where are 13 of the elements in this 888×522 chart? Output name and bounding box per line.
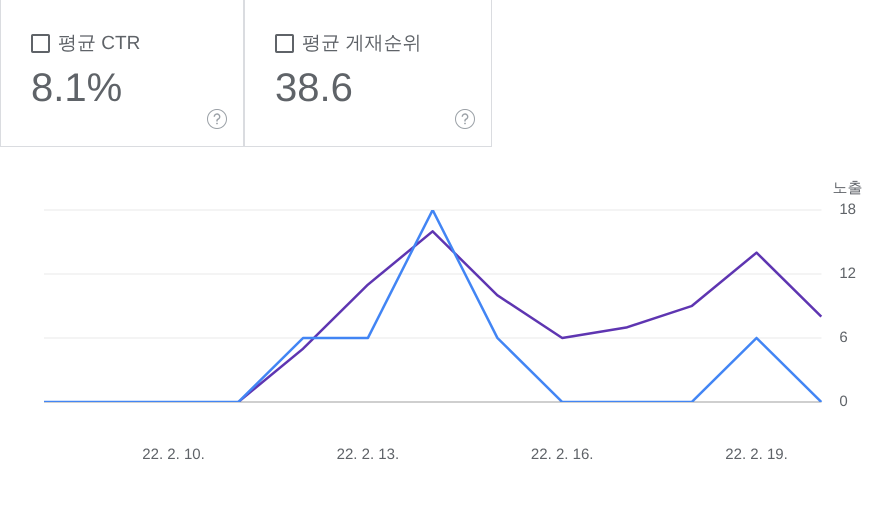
text: 38.6 [275, 66, 353, 111]
text: 8.1% [31, 66, 122, 111]
y-tick-label: 12 [839, 265, 856, 282]
y-tick-label: 0 [839, 393, 848, 410]
x-tick-label: 22. 2. 16. [530, 446, 594, 464]
x-tick-label: 22. 2. 19. [725, 446, 788, 464]
y-axis-title: 노출 [832, 180, 863, 197]
y-tick-label: 6 [839, 329, 848, 346]
x-tick-label: 22. 2. 10. [142, 446, 205, 464]
y-tick-label: 18 [839, 201, 856, 218]
text: 평균 CTR [58, 32, 140, 56]
text: 평균 게재순위 [302, 32, 422, 56]
x-tick-label: 22. 2. 13. [336, 446, 400, 464]
